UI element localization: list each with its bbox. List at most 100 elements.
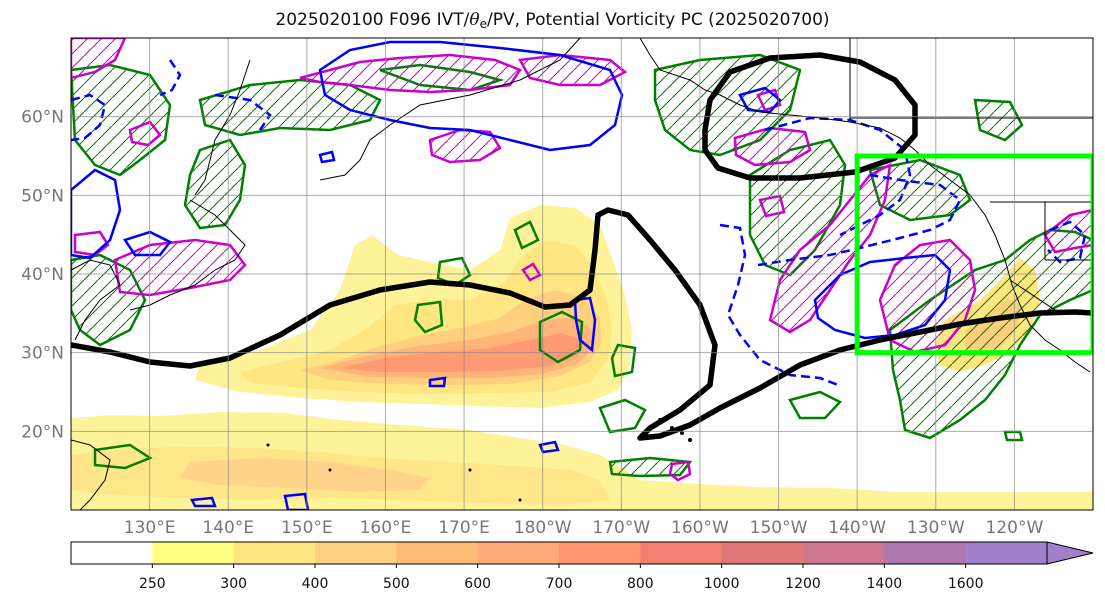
green-contour bbox=[610, 343, 637, 378]
coastline bbox=[639, 38, 1091, 373]
blue-contour bbox=[573, 296, 597, 353]
magenta-contour bbox=[128, 120, 162, 147]
lon-tick-label: 130°E bbox=[124, 518, 176, 538]
colorbar-segment bbox=[640, 542, 723, 564]
lon-tick-label: 120°W bbox=[986, 518, 1044, 538]
magenta-contour bbox=[71, 38, 127, 80]
lon-tick-label: 140°W bbox=[828, 518, 886, 538]
green-contour bbox=[973, 98, 1024, 142]
green-contour bbox=[513, 220, 540, 250]
lon-tick-label: 170°W bbox=[592, 518, 650, 538]
green-contour bbox=[1003, 430, 1024, 442]
lat-tick-label: 60°N bbox=[21, 108, 64, 128]
colorbar-segment bbox=[315, 542, 397, 564]
lon-tick-label: 160°E bbox=[360, 518, 412, 538]
colorbar-tick-label: 600 bbox=[464, 576, 491, 592]
colorbar-tick-label: 700 bbox=[546, 576, 573, 592]
positive-pv-anomaly-contours bbox=[71, 38, 1093, 482]
green-contour bbox=[93, 443, 153, 470]
lon-tick-label: 150°W bbox=[750, 518, 808, 538]
magenta-contour bbox=[768, 162, 892, 334]
colorbar-tick-label: 1000 bbox=[704, 576, 740, 592]
lon-tick-label: 180°W bbox=[514, 518, 572, 538]
blue-contour bbox=[813, 253, 952, 340]
colorbar-segment bbox=[803, 542, 885, 564]
lon-tick-label: 140°E bbox=[202, 518, 254, 538]
latitude-labels: 20°N 30°N 40°N 50°N 60°N bbox=[21, 108, 64, 443]
blue-dashed-contour bbox=[764, 116, 912, 237]
lon-tick-label: 130°W bbox=[907, 518, 965, 538]
island bbox=[688, 438, 692, 442]
lat-tick-label: 30°N bbox=[21, 344, 64, 364]
colorbar-segment bbox=[721, 542, 804, 564]
graticule bbox=[71, 38, 1093, 510]
map-layers bbox=[71, 38, 1093, 510]
colorbar-segment bbox=[884, 542, 967, 564]
island bbox=[266, 443, 270, 447]
island bbox=[680, 431, 684, 435]
blue-contour bbox=[318, 150, 336, 164]
blue-contour bbox=[71, 168, 122, 260]
longitude-labels: 130°E 140°E 150°E 160°E 170°E 180°W 170°W 160°W… bbox=[124, 518, 1044, 538]
lon-tick-label: 170°E bbox=[438, 518, 490, 538]
magenta-contour bbox=[668, 460, 692, 482]
blue-dashed-contour bbox=[719, 223, 839, 387]
colorbar-tick-label: 250 bbox=[139, 576, 166, 592]
colorbar-segment bbox=[965, 542, 1048, 564]
green-contour bbox=[71, 63, 172, 177]
island bbox=[328, 468, 332, 472]
colorbar-segment bbox=[559, 542, 641, 564]
magenta-contour bbox=[1043, 208, 1093, 254]
border bbox=[1009, 279, 1093, 316]
colorbar-tick-label: 800 bbox=[627, 576, 654, 592]
lat-tick-label: 50°N bbox=[21, 186, 64, 206]
title-prefix: 2025020100 F096 IVT/ bbox=[275, 10, 470, 30]
colorbar-segment bbox=[396, 542, 479, 564]
highlight-box bbox=[854, 153, 1093, 356]
blue-dashed-contour bbox=[214, 93, 272, 131]
green-contour bbox=[538, 310, 584, 364]
blue-contour bbox=[123, 230, 172, 257]
magenta-contour bbox=[73, 230, 110, 257]
island bbox=[518, 498, 522, 502]
magenta-contour bbox=[521, 262, 542, 282]
coastlines bbox=[71, 38, 1093, 510]
ivt-band-3 bbox=[180, 458, 430, 492]
green-contour bbox=[436, 256, 472, 287]
lon-tick-label: 160°W bbox=[671, 518, 729, 538]
island bbox=[658, 418, 662, 422]
green-contour bbox=[413, 300, 444, 334]
coastline bbox=[194, 59, 251, 196]
colorbar-tick-label: 400 bbox=[302, 576, 329, 592]
title-suffix: /PV, Potential Vorticity PC (2025020700) bbox=[487, 10, 830, 30]
coastline bbox=[71, 259, 121, 341]
title-theta-subscript: e bbox=[479, 17, 488, 31]
colorbar-tick-label: 1600 bbox=[948, 576, 984, 592]
coastline bbox=[319, 38, 581, 181]
colorbar: 250 300 400 500 600 700 800 1000 1200 1400 1600 bbox=[70, 541, 1094, 592]
blue-dashed-contour bbox=[757, 173, 962, 267]
island bbox=[670, 426, 674, 430]
colorbar-segment bbox=[477, 542, 560, 564]
colorbar-tick-label: 300 bbox=[220, 576, 247, 592]
magenta-contour bbox=[299, 53, 522, 94]
magenta-contour bbox=[758, 194, 786, 218]
colorbar-tick-label: 500 bbox=[383, 576, 410, 592]
green-contour bbox=[788, 390, 843, 420]
islands bbox=[266, 418, 692, 502]
page-title: 2025020100 F096 IVT/θe/PV, Potential Vor… bbox=[0, 10, 1105, 31]
coastline bbox=[129, 199, 246, 311]
magenta-contour bbox=[518, 53, 628, 87]
pv-contour-loop bbox=[702, 52, 918, 181]
colorbar-segment bbox=[71, 542, 153, 564]
magenta-contour bbox=[733, 126, 812, 167]
colorbar-tick-label: 1200 bbox=[785, 576, 821, 592]
green-contour bbox=[868, 158, 972, 222]
blue-contour bbox=[190, 496, 217, 508]
blue-contour bbox=[283, 492, 310, 510]
green-contour bbox=[608, 456, 693, 478]
blue-contour bbox=[318, 40, 624, 152]
blue-contour bbox=[538, 440, 560, 454]
colorbar-segment bbox=[233, 542, 316, 564]
